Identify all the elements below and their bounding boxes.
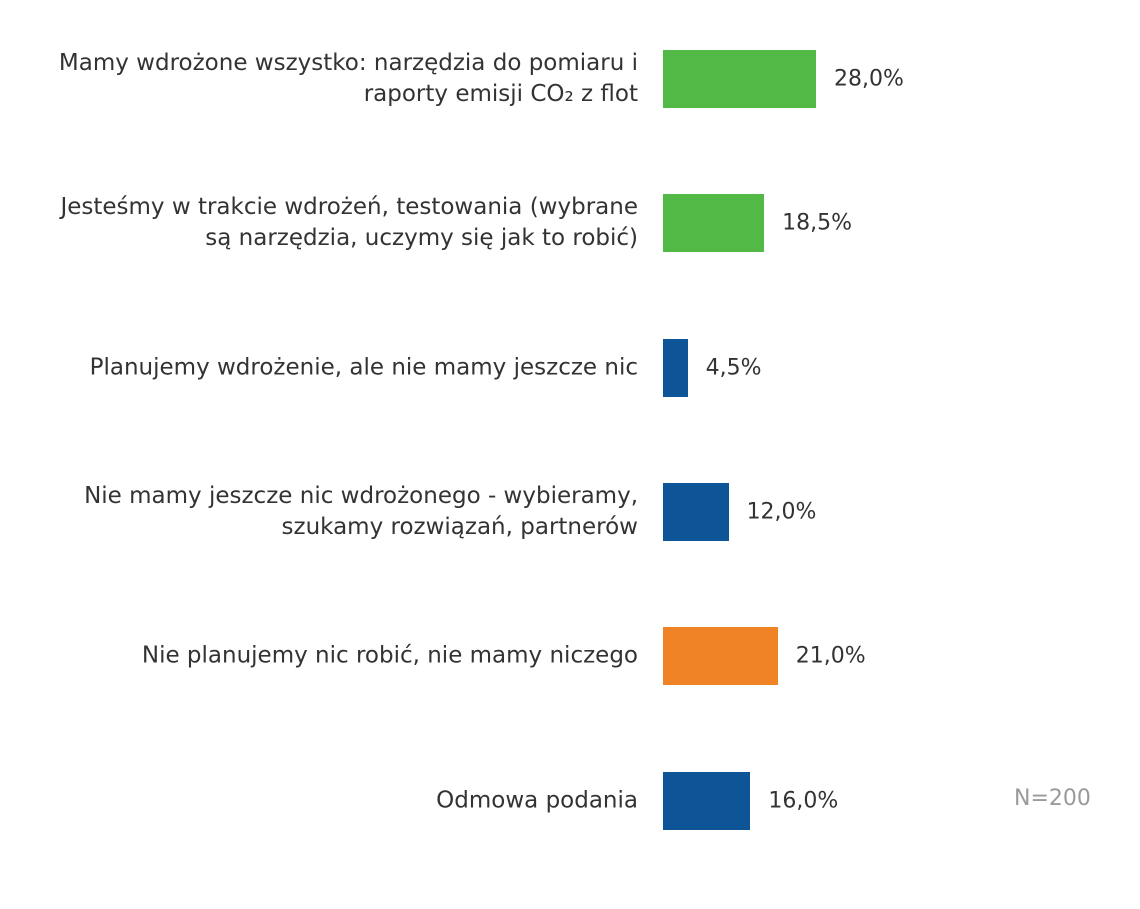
bar — [663, 771, 751, 830]
sample-size-note: N=200 — [1014, 786, 1091, 811]
value-label: 21,0% — [795, 643, 866, 669]
category-label: Odmowa podania — [436, 787, 638, 813]
bar-row: Odmowa podania 16,0% — [0, 729, 1140, 873]
category-label: Nie planujemy nic robić, nie mamy niczeg… — [141, 642, 638, 669]
value-label: 18,5% — [782, 210, 852, 236]
value-label: 12,0% — [746, 499, 817, 525]
bar-row: Planujemy wdrożenie, ale nie mamy jeszcz… — [0, 296, 1140, 440]
bar — [663, 194, 765, 253]
category-label: Jesteśmy w trakcie wdrożeń, testowania (… — [60, 194, 638, 252]
value-label: 28,0% — [834, 66, 904, 92]
bar-row: Mamy wdrożone wszystko: narzędzia do pom… — [0, 7, 1140, 151]
value-label: 16,0% — [768, 788, 839, 813]
value-label: 4,5% — [705, 355, 762, 381]
bar — [663, 338, 688, 397]
bar — [663, 627, 778, 686]
bar — [663, 50, 816, 108]
bar-row: Nie mamy jeszcze nic wdrożonego - wybier… — [0, 440, 1140, 584]
category-label: Mamy wdrożone wszystko: narzędzia do pom… — [58, 50, 638, 107]
category-label: Planujemy wdrożenie, ale nie mamy jeszcz… — [89, 354, 638, 381]
category-label: Nie mamy jeszcze nic wdrożonego - wybier… — [84, 482, 638, 540]
bar-row: Nie planujemy nic robić, nie mamy niczeg… — [0, 584, 1140, 728]
bar — [663, 482, 729, 541]
bar-row: Jesteśmy w trakcie wdrożeń, testowania (… — [0, 151, 1140, 295]
